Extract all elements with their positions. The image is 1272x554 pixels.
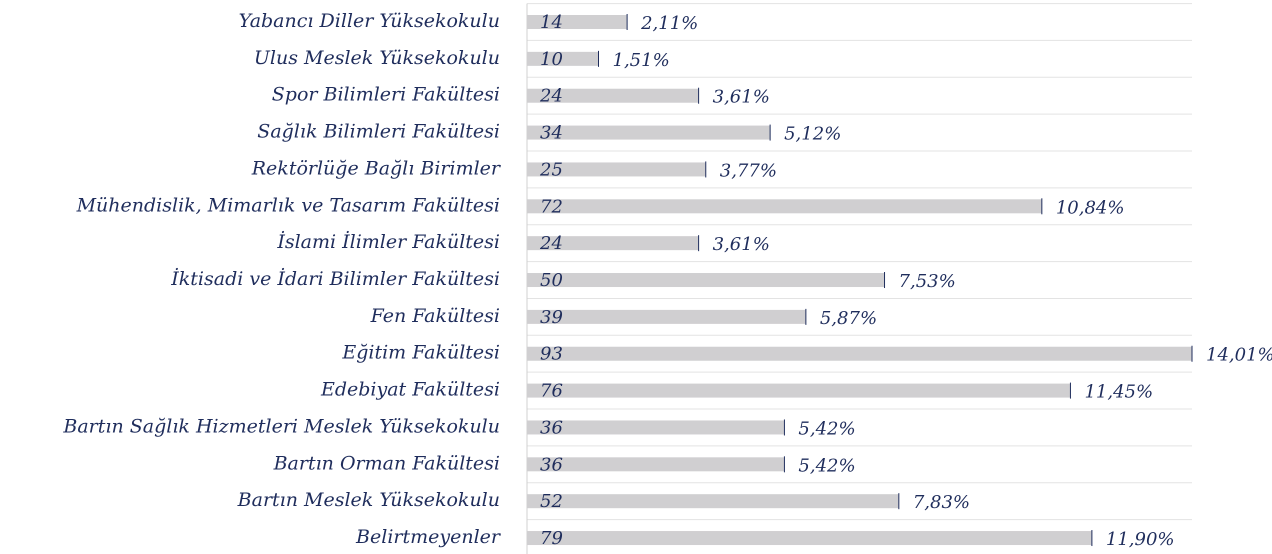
category-label: Bartın Sağlık Hizmetleri Meslek Yüksekok… <box>62 415 500 437</box>
bar <box>527 15 628 29</box>
count-label: 25 <box>539 159 563 180</box>
category-label: Sağlık Bilimleri Fakültesi <box>257 121 500 143</box>
category-label: Rektörlüğe Bağlı Birimler <box>251 157 502 179</box>
category-label: Ulus Meslek Yüksekokulu <box>254 47 500 69</box>
percent-label: 5,42% <box>798 418 855 439</box>
bar <box>527 346 1192 361</box>
bar <box>527 51 599 66</box>
percent-label: 5,87% <box>820 308 877 329</box>
bar <box>527 420 785 435</box>
count-label: 24 <box>539 233 563 254</box>
percent-label: 7,53% <box>899 271 956 292</box>
count-label: 24 <box>539 86 563 107</box>
count-label: 52 <box>540 491 563 512</box>
count-label: 10 <box>540 49 563 70</box>
count-label: 93 <box>540 344 563 365</box>
percent-label: 2,11% <box>640 13 698 34</box>
percent-label: 3,61% <box>713 234 770 255</box>
bar <box>527 199 1042 214</box>
category-label: Spor Bilimleri Fakültesi <box>272 84 500 106</box>
bar <box>527 383 1071 398</box>
bar <box>527 273 885 288</box>
bar <box>527 531 1092 546</box>
count-label: 76 <box>540 381 563 402</box>
count-label: 72 <box>540 196 563 217</box>
count-label: 79 <box>540 528 563 549</box>
bar <box>527 162 706 177</box>
category-label: Mühendislik, Mimarlık ve Tasarım Fakülte… <box>76 194 500 216</box>
percent-label: 7,83% <box>913 492 970 513</box>
count-label: 50 <box>540 270 563 291</box>
category-label: Belirtmeyenler <box>355 526 502 548</box>
category-label: Edebiyat Fakültesi <box>320 379 500 401</box>
count-label: 39 <box>540 307 563 328</box>
percent-label: 3,61% <box>713 87 770 108</box>
category-label: Eğitim Fakültesi <box>341 342 500 364</box>
category-label: Fen Fakültesi <box>370 305 500 327</box>
percent-label: 5,42% <box>798 455 855 476</box>
count-label: 34 <box>540 123 563 144</box>
bar <box>527 494 899 509</box>
bar <box>527 309 806 324</box>
category-label: Bartın Orman Fakültesi <box>273 452 500 474</box>
count-label: 14 <box>540 12 563 33</box>
percent-label: 5,12% <box>784 124 841 145</box>
percent-label: 3,77% <box>720 160 777 181</box>
category-label: İslami İlimler Fakültesi <box>276 230 500 253</box>
category-label: Bartın Meslek Yüksekokulu <box>237 489 500 511</box>
percent-label: 11,45% <box>1084 382 1153 403</box>
category-label: İktisadi ve İdari Bilimler Fakültesi <box>170 267 500 290</box>
percent-label: 11,90% <box>1106 529 1175 550</box>
category-label: Yabancı Diller Yüksekokulu <box>239 10 500 32</box>
bar <box>527 236 699 251</box>
count-label: 36 <box>540 454 563 475</box>
percent-label: 1,51% <box>613 50 670 71</box>
bar <box>527 88 699 103</box>
bar <box>527 457 785 472</box>
bar <box>527 125 771 140</box>
percent-label: 14,01% <box>1206 345 1272 366</box>
percent-label: 10,84% <box>1056 197 1125 218</box>
count-label: 36 <box>540 417 563 438</box>
